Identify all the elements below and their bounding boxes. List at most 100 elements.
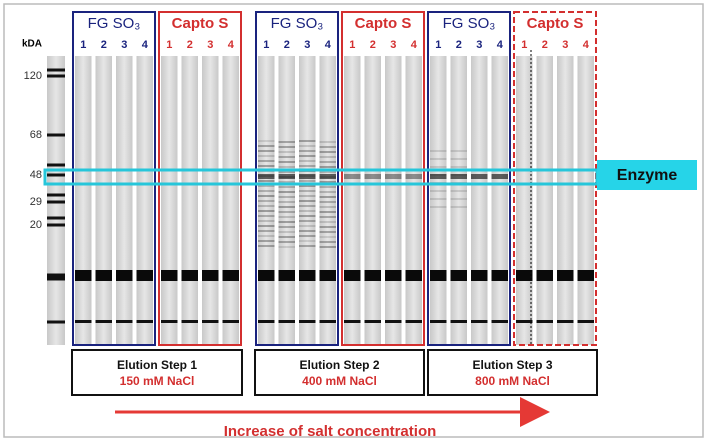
gel-smear — [451, 198, 468, 200]
gel-band — [299, 174, 316, 179]
lane-number: 2 — [187, 39, 193, 51]
step-condition: 400 mM NaCl — [302, 374, 377, 388]
gel-band — [385, 174, 402, 179]
gel-smear — [258, 230, 275, 232]
gel-band — [492, 174, 509, 179]
gel-smear — [320, 216, 337, 218]
gel-band — [557, 270, 574, 281]
gel-band — [258, 320, 275, 323]
lane-number: 3 — [207, 39, 213, 51]
lane-number: 2 — [542, 39, 548, 51]
gel-band — [202, 320, 219, 323]
gel-smear — [320, 146, 337, 148]
gel-smear — [279, 191, 296, 193]
lane-number: 1 — [349, 39, 355, 51]
gel-band — [202, 270, 219, 281]
gel-smear — [320, 196, 337, 198]
gel-band — [385, 270, 402, 281]
gel-smear — [320, 191, 337, 193]
gel-smear — [299, 180, 316, 182]
gel-smear — [279, 236, 296, 238]
gel-lane — [279, 56, 296, 345]
gel-band — [385, 320, 402, 323]
gel-smear — [279, 201, 296, 203]
lane-number: 2 — [284, 39, 290, 51]
gel-band — [516, 320, 533, 323]
panel-title: FG SO₃ — [88, 15, 141, 32]
ladder-band — [47, 134, 65, 137]
gel-band — [320, 270, 337, 281]
lane-number: 1 — [166, 39, 172, 51]
gel-smear — [279, 226, 296, 228]
gel-lane — [344, 56, 361, 345]
gel-smear — [279, 166, 296, 168]
gel-smear — [258, 145, 275, 147]
gel-smear — [451, 206, 468, 208]
gel-smear — [320, 151, 337, 153]
gel-smear — [430, 158, 447, 160]
step-title: Elution Step 2 — [299, 358, 379, 372]
lane-number: 1 — [521, 39, 527, 51]
gel-smear — [279, 186, 296, 188]
gel-lane — [320, 56, 337, 345]
panel-title: FG SO₃ — [271, 15, 324, 32]
gel-smear — [258, 210, 275, 212]
gel-smear — [430, 206, 447, 208]
lane-number: 3 — [390, 39, 396, 51]
lane-number: 1 — [80, 39, 86, 51]
gel-lane — [365, 56, 382, 345]
gel-band — [75, 270, 92, 281]
gel-band — [161, 270, 178, 281]
gel-band — [451, 320, 468, 323]
gel-band — [258, 270, 275, 281]
gel-band — [430, 174, 447, 179]
gel-smear — [279, 146, 296, 148]
gel-band — [137, 320, 154, 323]
gel-band — [406, 320, 423, 323]
gel-smear — [320, 246, 337, 248]
gel-smear — [299, 200, 316, 202]
gel-smear — [430, 150, 447, 152]
gel-band — [96, 270, 113, 281]
ladder-label: 120 — [24, 70, 42, 82]
gel-band — [258, 174, 275, 179]
gel-smear — [258, 150, 275, 152]
ladder-band — [47, 194, 65, 197]
gel-smear — [299, 245, 316, 247]
gel-lane — [385, 56, 402, 345]
gel-band — [451, 270, 468, 281]
axis-label: kDA — [22, 39, 42, 50]
gel-band — [537, 270, 554, 281]
gel-smear — [320, 236, 337, 238]
gel-smear — [258, 225, 275, 227]
gel-smear — [451, 190, 468, 192]
figure: kDA Increase of salt concentration 12068… — [0, 0, 708, 442]
gel-lane — [116, 56, 133, 345]
ladder-band — [47, 164, 65, 167]
lane-number: 3 — [121, 39, 127, 51]
lane-number: 4 — [583, 39, 590, 51]
gel-smear — [279, 211, 296, 213]
gel-smear — [320, 241, 337, 243]
gel-smear — [299, 150, 316, 152]
gel-smear — [430, 166, 447, 168]
gel-smear — [258, 220, 275, 222]
gel-lane — [557, 56, 574, 345]
gel-smear — [320, 156, 337, 158]
ladder-label: 29 — [30, 196, 42, 208]
gel-smear — [320, 141, 337, 143]
gel-lane — [96, 56, 113, 345]
gel-band — [492, 270, 509, 281]
gel-smear — [258, 240, 275, 242]
gel-lane — [492, 56, 509, 345]
step-condition: 150 mM NaCl — [120, 374, 195, 388]
gel-smear — [258, 140, 275, 142]
gel-smear — [258, 155, 275, 157]
gel-smear — [299, 220, 316, 222]
gel-lane — [202, 56, 219, 345]
ladder-band — [47, 69, 65, 72]
gel-band — [557, 320, 574, 323]
gel-smear — [258, 215, 275, 217]
gel-smear — [299, 215, 316, 217]
gel-band — [516, 270, 533, 281]
